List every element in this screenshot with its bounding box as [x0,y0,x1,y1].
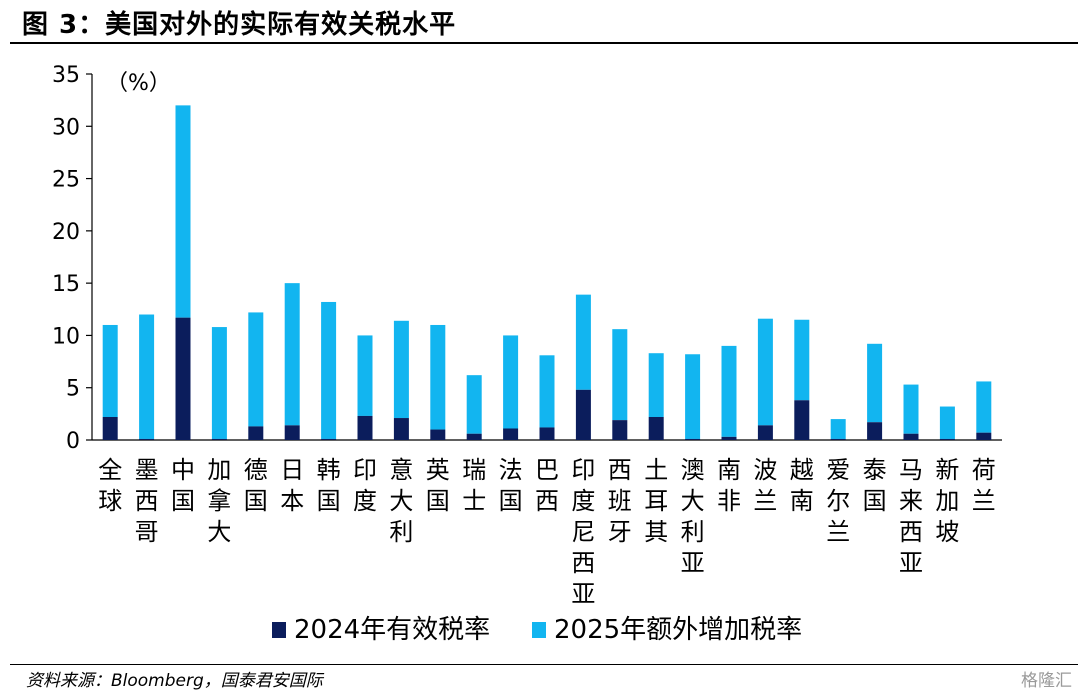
bar-2025-additional [393,320,409,419]
bar-2024-effective [466,433,482,440]
bar-2024-effective [248,426,264,440]
bar-2025-additional [757,318,773,426]
y-tick-label: 30 [52,115,80,140]
bar-2024-effective [102,416,118,440]
title-bar: 图 3：美国对外的实际有效关税水平 [0,0,1080,44]
x-category-label: 英国 [426,456,450,515]
x-category-label: 法国 [499,456,523,515]
x-category-label: 波兰 [753,456,777,515]
bar-2025-additional [139,314,155,439]
figure-title: 图 3：美国对外的实际有效关税水平 [22,10,457,40]
x-category-label: 日本 [280,456,304,515]
bar-2025-additional [867,343,883,423]
bar-2025-additional [503,335,519,429]
bar-2024-effective [867,422,883,440]
bar-2025-additional [248,312,264,427]
x-category-label: 中国 [171,456,195,515]
x-category-label: 新加坡 [935,456,959,546]
x-category-label: 荷兰 [972,456,996,515]
bar-2024-effective [539,427,555,440]
watermark: 格隆汇 [1021,671,1072,691]
x-category-label: 瑞士 [462,456,486,515]
bar-2025-additional [430,324,446,430]
bar-2024-effective [794,400,810,440]
x-category-label: 越南 [790,456,814,515]
x-category-label: 南非 [717,456,741,515]
y-tick-label: 15 [52,272,80,297]
bar-2024-effective [575,389,591,440]
bar-2025-additional [357,335,373,416]
source-note: 资料来源：Bloomberg，国泰君安国际 [26,671,323,691]
x-category-label: 西班牙 [608,456,632,546]
bar-2025-additional [284,283,300,426]
bar-2024-effective [139,438,155,440]
x-category-label: 墨西哥 [135,456,159,546]
x-category-label: 澳大利亚 [681,456,705,577]
y-tick-label: 35 [52,63,80,88]
bar-2025-additional [721,345,737,437]
x-category-label: 印度 [353,456,377,515]
bar-2024-effective [685,438,701,440]
bar-2024-effective [175,317,191,440]
legend-swatch-2025 [532,622,546,638]
bar-2025-additional [685,354,701,439]
x-category-label: 巴西 [535,456,559,515]
legend-swatch-2024 [272,622,286,638]
x-category-label: 马来西亚 [899,456,923,577]
bar-2025-additional [211,327,227,439]
x-category-label: 印度尼西亚 [571,456,595,608]
bar-2025-additional [830,419,846,439]
bar-2025-additional [539,355,555,428]
bar-2024-effective [830,438,846,440]
bar-2024-effective [757,425,773,440]
bar-2024-effective [430,429,446,440]
y-tick-label: 20 [52,220,80,245]
bar-2025-additional [575,294,591,390]
footer-divider [10,664,1078,665]
x-category-label: 土耳其 [644,456,668,546]
x-category-label: 韩国 [317,456,341,515]
bar-2024-effective [393,418,409,440]
bar-2024-effective [648,416,664,440]
bar-2025-additional [794,319,810,401]
y-tick-label: 5 [66,377,80,402]
x-category-label: 爱尔兰 [826,456,850,546]
x-category-label: 德国 [244,456,268,515]
bar-2024-effective [211,438,227,440]
bar-2024-effective [357,415,373,440]
bar-2024-effective [721,436,737,440]
title-divider [10,42,1078,44]
legend-label-2025: 2025年额外增加税率 [554,615,802,645]
bar-2025-additional [903,384,919,434]
bar-2025-additional [321,301,337,439]
x-category-label: 泰国 [863,456,887,515]
bar-2024-effective [939,438,955,440]
bar-2025-additional [175,105,191,318]
x-category-label: 意大利 [389,456,413,546]
y-tick-label: 10 [52,324,80,349]
y-tick-label: 0 [66,429,80,454]
stacked-bar-chart: 0 5 10 15 20 25 30 35 （%） 全球墨西哥中国加拿大德国日本韩国印度意大利英国… [52,63,1002,645]
bar-2024-effective [503,428,519,440]
bar-2024-effective [612,420,628,440]
bar-2025-additional [976,381,992,433]
x-category-label: 加拿大 [207,456,231,546]
bar-2024-effective [903,433,919,440]
bar-2024-effective [284,425,300,440]
y-unit-label: （%） [106,71,171,96]
bar-2025-additional [102,324,118,417]
bar-2024-effective [976,432,992,440]
legend-label-2024: 2024年有效税率 [294,615,490,645]
bar-2025-additional [612,329,628,421]
y-tick-label: 25 [52,168,80,193]
bar-2024-effective [321,438,337,440]
bar-2025-additional [648,353,664,417]
x-category-label: 全球 [98,456,122,515]
bar-2025-additional [939,406,955,439]
bar-2025-additional [466,375,482,434]
